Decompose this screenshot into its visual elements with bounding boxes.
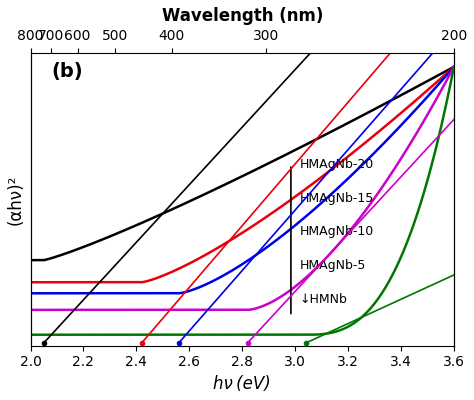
Text: HMAgNb-5: HMAgNb-5: [300, 259, 366, 272]
Text: ↓HMNb: ↓HMNb: [300, 293, 347, 306]
Text: (b): (b): [52, 62, 83, 81]
X-axis label: hν (eV): hν (eV): [213, 375, 271, 393]
Y-axis label: (αhν)²: (αhν)²: [7, 174, 25, 224]
Text: HMAgNb-20: HMAgNb-20: [300, 158, 374, 171]
Text: HMAgNb-10: HMAgNb-10: [300, 226, 374, 238]
Text: HMAgNb-15: HMAgNb-15: [300, 192, 374, 204]
X-axis label: Wavelength (nm): Wavelength (nm): [162, 7, 323, 25]
